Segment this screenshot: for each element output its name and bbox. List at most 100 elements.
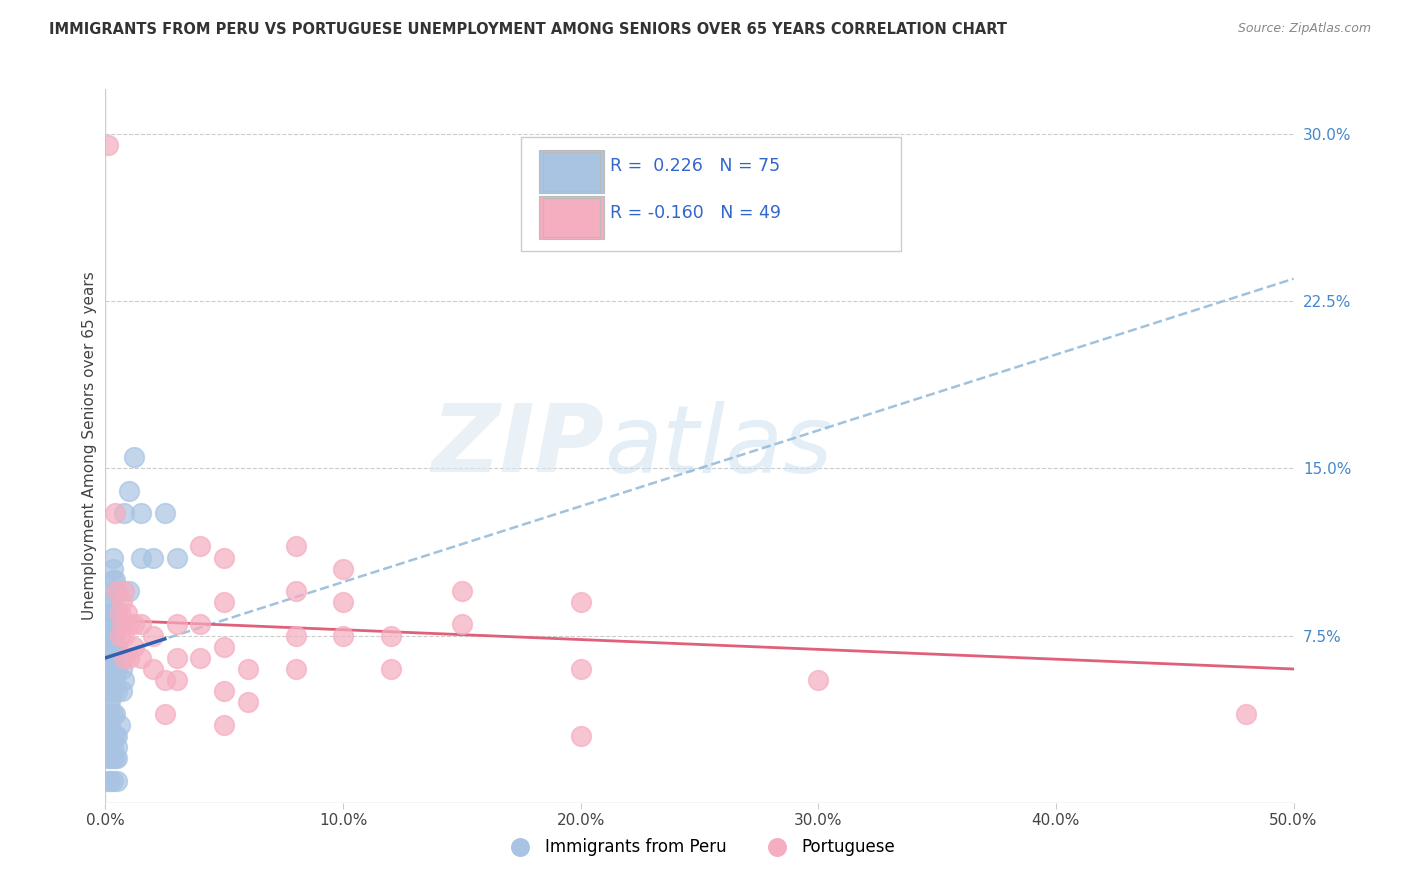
Point [101,773,124,788]
Point [380,628,402,642]
Text: atlas: atlas [605,401,832,491]
Point [129,506,152,520]
Point [97,138,120,153]
FancyBboxPatch shape [522,137,901,252]
Point [101,651,124,665]
Legend: Immigrants from Peru, Portuguese: Immigrants from Peru, Portuguese [496,831,903,863]
Point [105,684,128,698]
Point [105,583,128,598]
Point [114,628,136,642]
Point [98,595,121,609]
Text: R =  0.226   N = 75: R = 0.226 N = 75 [610,157,780,175]
Point [98,673,121,687]
Point [114,506,136,520]
Point [108,651,131,665]
Point [97,684,120,698]
Point [104,673,127,687]
Point [108,607,131,621]
Point [101,729,124,743]
Point [105,729,128,743]
Point [97,706,120,721]
Point [114,651,136,665]
Point [105,617,128,632]
Point [129,617,152,632]
Point [104,751,127,765]
Point [105,607,128,621]
Point [122,640,145,654]
Point [153,706,176,721]
Point [166,617,188,632]
Point [115,607,138,621]
Point [101,640,124,654]
Point [105,662,128,676]
Point [98,662,121,676]
Point [101,662,124,676]
Point [98,773,121,788]
Point [98,740,121,755]
Point [284,539,307,553]
Point [118,583,141,598]
Point [332,562,354,576]
Point [153,506,176,520]
Point [569,662,592,676]
FancyBboxPatch shape [543,152,600,191]
Point [105,773,128,788]
Point [97,773,120,788]
Point [98,684,121,698]
Point [97,673,120,687]
Point [142,550,165,565]
Point [166,651,188,665]
Point [129,550,152,565]
Point [380,662,402,676]
Point [98,696,121,710]
FancyBboxPatch shape [538,196,605,239]
Point [97,717,120,731]
Y-axis label: Unemployment Among Seniors over 65 years: Unemployment Among Seniors over 65 years [82,272,97,620]
Text: R = -0.160   N = 49: R = -0.160 N = 49 [610,204,782,222]
Point [332,628,354,642]
Point [214,595,236,609]
Point [450,617,472,632]
Point [104,607,127,621]
Point [236,696,259,710]
Point [190,617,212,632]
Text: Source: ZipAtlas.com: Source: ZipAtlas.com [1237,22,1371,36]
Point [190,539,212,553]
Point [101,562,124,576]
Point [111,662,134,676]
Point [111,617,134,632]
Point [214,684,236,698]
Point [108,717,131,731]
Point [98,617,121,632]
Point [104,628,127,642]
Point [101,706,124,721]
Point [108,628,131,642]
Point [97,696,120,710]
Point [236,662,259,676]
Point [97,662,120,676]
Point [105,751,128,765]
Point [101,595,124,609]
Point [284,628,307,642]
Text: ZIP: ZIP [432,400,605,492]
Point [118,617,141,632]
Point [190,651,212,665]
Point [101,550,124,565]
FancyBboxPatch shape [538,150,605,193]
Point [98,640,121,654]
Point [104,583,127,598]
Point [108,617,131,632]
Point [101,684,124,698]
Point [98,751,121,765]
Point [101,740,124,755]
Point [97,751,120,765]
Point [97,740,120,755]
Text: IMMIGRANTS FROM PERU VS PORTUGUESE UNEMPLOYMENT AMONG SENIORS OVER 65 YEARS CORR: IMMIGRANTS FROM PERU VS PORTUGUESE UNEMP… [49,22,1007,37]
Point [104,729,127,743]
Point [104,506,127,520]
Point [104,651,127,665]
Point [111,684,134,698]
Point [104,573,127,587]
Point [214,640,236,654]
Point [807,673,830,687]
